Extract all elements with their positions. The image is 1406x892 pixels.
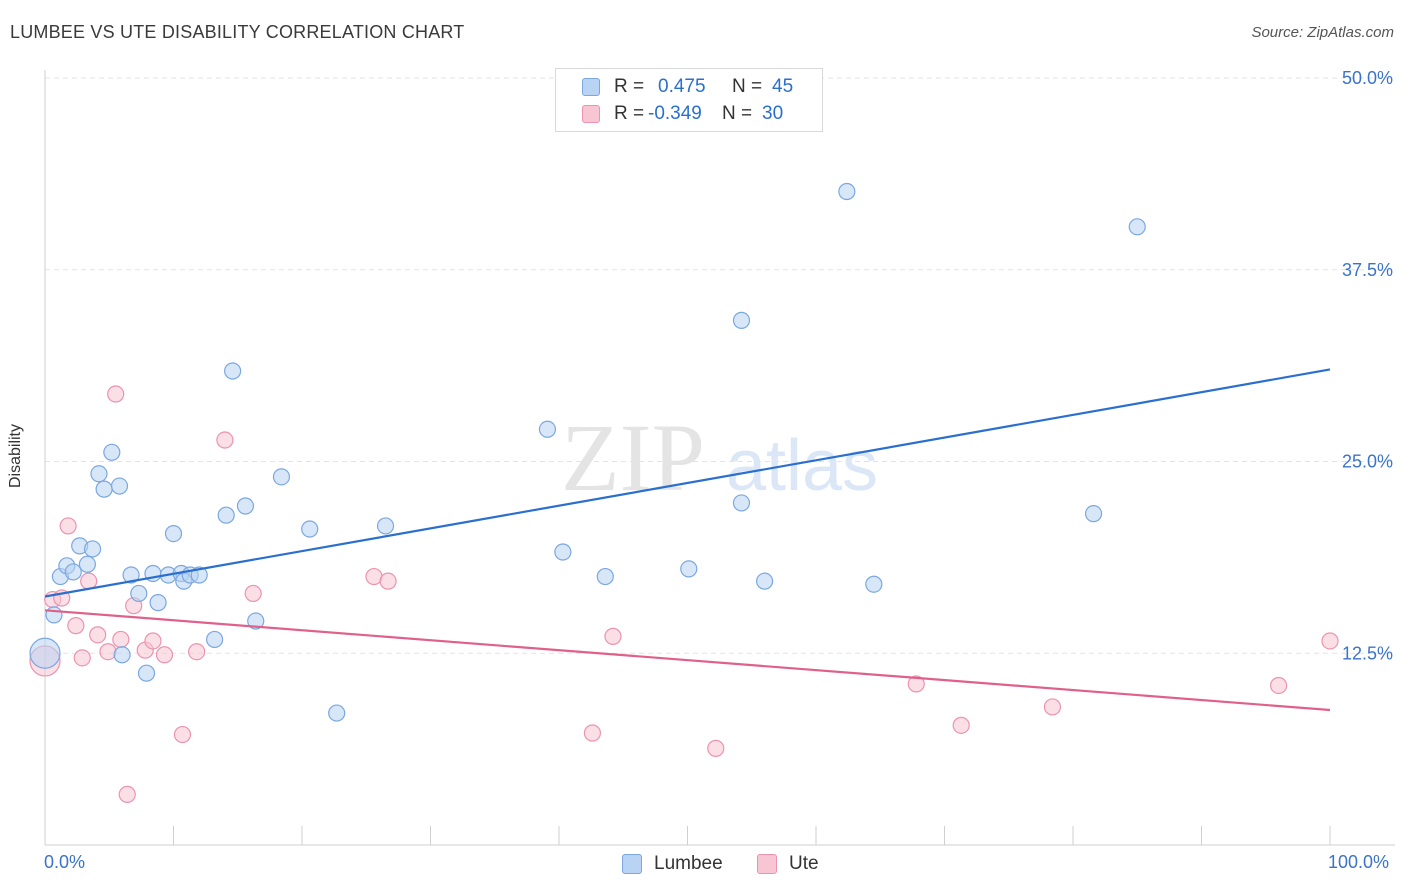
legend-swatch-lumbee (582, 78, 600, 96)
ute-point (216, 431, 234, 449)
y-tick-label: 50.0% (1342, 68, 1393, 88)
legend-swatch-ute (582, 105, 600, 123)
lumbee-point (224, 362, 242, 380)
ute-point (173, 725, 192, 744)
legend-r-value: -0.349 (648, 103, 702, 124)
ute-point (67, 617, 85, 635)
chart-source: Source: ZipAtlas.com (1251, 24, 1394, 41)
legend-n-label: N = (722, 103, 753, 124)
y-tick-label: 37.5% (1342, 260, 1393, 280)
lumbee-point (247, 612, 265, 630)
x-tick-label-min: 0.0% (44, 852, 86, 872)
legend-n-label: N = (732, 76, 763, 97)
legend-r-label: R = (614, 76, 645, 97)
lumbee-point (130, 584, 148, 603)
ute-point (89, 626, 107, 644)
lumbee-point (1128, 218, 1146, 236)
ute-point (952, 716, 970, 734)
lumbee-point (64, 563, 82, 581)
lumbee-point (78, 555, 97, 573)
lumbee-point (376, 517, 395, 535)
lumbee-point (838, 182, 856, 201)
lumbee-point (1084, 505, 1103, 523)
ute-point (107, 385, 125, 403)
ute-point (907, 675, 925, 693)
ute-point (379, 572, 397, 590)
lumbee-point (206, 630, 224, 649)
ute-point (144, 632, 162, 650)
ute-point (583, 724, 602, 742)
ute-point (112, 630, 130, 649)
lumbee-point (680, 560, 698, 578)
legend-n-value: 45 (772, 76, 794, 97)
lumbee-point (45, 606, 63, 624)
legend-row-lumbee: R = 0.475 N = 45 (582, 75, 793, 99)
bottom-legend-lumbee: Lumbee (622, 852, 723, 876)
lumbee-point (110, 477, 129, 495)
ute-point (155, 646, 174, 664)
y-axis-label: Disability (7, 423, 24, 489)
lumbee-point (272, 468, 291, 486)
lumbee-point (90, 465, 108, 483)
ute-point (1321, 632, 1339, 650)
ute-point (1269, 676, 1288, 695)
zipatlas-watermark: ZIP atlas (561, 404, 878, 511)
ute-point (604, 627, 622, 645)
bottom-legend-ute: Ute (757, 852, 819, 876)
bottom-legend-label-lumbee: Lumbee (654, 853, 723, 874)
ute-point (1043, 698, 1062, 716)
ute-point (244, 584, 262, 603)
lumbee-point (538, 420, 557, 438)
watermark-zip: ZIP (561, 404, 705, 511)
lumbee-point (755, 572, 774, 590)
lumbee-point (865, 575, 883, 593)
lumbee-point (596, 567, 614, 586)
legend-r-value: 0.475 (658, 76, 706, 97)
legend-r-label: R = (614, 103, 645, 124)
watermark-atlas: atlas (726, 426, 878, 506)
lumbee-point (732, 494, 751, 512)
lumbee-point (236, 497, 255, 515)
lumbee-point (164, 524, 183, 543)
lumbee-point (217, 506, 235, 524)
lumbee-point (137, 664, 156, 682)
x-tick-label-max: 100.0% (1328, 852, 1390, 872)
ute-point (188, 643, 206, 661)
lumbee-point (554, 543, 572, 561)
lumbee-point (95, 480, 113, 498)
chart-title: LUMBEE VS UTE DISABILITY CORRELATION CHA… (10, 22, 465, 42)
ute-point (73, 649, 91, 667)
lumbee-point (113, 646, 131, 664)
ute-point (59, 517, 77, 535)
lumbee-point (83, 540, 102, 558)
legend: R = 0.475 N = 45 R = -0.349 N = 30 (555, 68, 823, 132)
lumbee-point (301, 520, 319, 538)
lumbee-point (29, 637, 61, 669)
ute-point (707, 739, 725, 757)
lumbee-point (122, 566, 140, 584)
ute-point (118, 785, 136, 803)
lumbee-point (103, 443, 121, 461)
ute-point (99, 643, 117, 661)
y-tick-label: 12.5% (1342, 643, 1393, 663)
bottom-legend-swatch-lumbee (622, 854, 642, 874)
y-tick-label: 25.0% (1342, 452, 1393, 472)
bottom-legend-label-ute: Ute (789, 853, 819, 874)
lumbee-point (149, 594, 167, 612)
lumbee-point (732, 311, 751, 329)
ute-trend-line (44, 609, 1331, 712)
lumbee-point (328, 704, 346, 722)
legend-n-value: 30 (762, 103, 784, 124)
legend-row-ute: R = -0.349 N = 30 (582, 102, 783, 126)
bottom-legend-swatch-ute (757, 854, 777, 874)
lumbee-trend-line (44, 368, 1331, 598)
